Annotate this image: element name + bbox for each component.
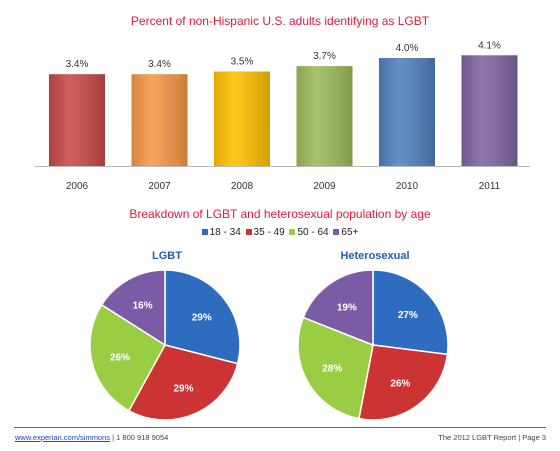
legend-item-35-49: 35 - 49 — [245, 227, 285, 238]
pie-slice-label: 29% — [173, 384, 193, 395]
pie-slice-65+ — [100, 269, 166, 347]
pie-title-lgbt: LGBT — [152, 250, 182, 262]
pie-slice-50-64 — [89, 303, 166, 412]
pie-heterosexual: 27% 26% 28% 19% — [297, 269, 449, 421]
bar-chart: 3.4% 2006 3.4% 2007 3.5% 2008 3.7% 2009 4.0% 2010… — [35, 40, 530, 192]
legend-label: 50 - 64 — [297, 227, 329, 238]
legend-label: 35 - 49 — [253, 227, 285, 238]
bar-value-label: 3.4% — [66, 59, 89, 70]
pie-charts: 29% 29% 26% 16% 27% 26% 28% 19% — [89, 269, 449, 421]
footer-page-info: The 2012 LGBT Report | Page 3 — [438, 433, 546, 442]
pie-chart-title: Breakdown of LGBT and heterosexual popul… — [129, 207, 431, 221]
bar-value-label: 4.1% — [478, 40, 501, 51]
bar-value-label: 3.7% — [313, 51, 336, 62]
pie-slice-label: 26% — [390, 379, 410, 390]
legend-swatch — [333, 229, 340, 235]
bar-shading — [49, 74, 105, 166]
pie-slice-65+ — [302, 269, 374, 347]
pie-slice-label: 16% — [133, 300, 153, 311]
legend-item-18-34: 18 - 34 — [201, 227, 241, 238]
pie-slice-35-49 — [358, 344, 449, 421]
pie-legend: 18 - 34 35 - 49 50 - 64 65+ — [0, 227, 560, 238]
legend-label: 65+ — [341, 227, 359, 238]
pie-slice-label: 27% — [398, 310, 418, 321]
pie-slice-label: 28% — [322, 363, 342, 374]
pie-slice-18-34 — [164, 269, 241, 365]
pie-slice-50-64 — [297, 316, 374, 420]
x-tick-label: 2008 — [231, 181, 254, 192]
bar-shading — [296, 66, 353, 166]
x-tick-label: 2009 — [313, 181, 336, 192]
legend-swatch — [289, 229, 296, 235]
legend-swatch — [245, 229, 252, 235]
x-tick-label: 2010 — [396, 181, 419, 192]
footer-contact: www.experian.com/simmons | 1 800 918 905… — [15, 433, 168, 442]
bar-value-label: 3.5% — [231, 57, 254, 68]
pie-title-heterosexual: Heterosexual — [340, 250, 410, 262]
footer-divider — [14, 427, 546, 428]
bar-shading — [214, 71, 270, 166]
pie-slice-label: 29% — [192, 312, 212, 323]
bar-value-label: 4.0% — [396, 43, 419, 54]
footer-phone: | 1 800 918 9054 — [110, 433, 169, 442]
pie-slice-label: 26% — [110, 353, 130, 364]
legend-label: 18 - 34 — [209, 227, 241, 238]
bar-shading — [461, 55, 518, 166]
legend-swatch — [201, 229, 208, 235]
bar-shading — [379, 58, 435, 166]
legend-item-50-64: 50 - 64 — [289, 227, 329, 238]
x-tick-label: 2006 — [66, 181, 89, 192]
pie-slice-label: 19% — [337, 303, 357, 314]
pie-slice-18-34 — [372, 269, 449, 356]
legend-item-65-plus: 65+ — [333, 227, 358, 238]
bar-chart-title: Percent of non-Hispanic U.S. adults iden… — [130, 14, 430, 28]
footer-link[interactable]: www.experian.com/simmons — [15, 433, 111, 442]
bar-value-label: 3.4% — [148, 59, 171, 70]
x-tick-label: 2011 — [479, 181, 501, 192]
pie-lgbt: 29% 29% 26% 16% — [89, 269, 241, 421]
x-tick-label: 2007 — [148, 181, 171, 192]
pie-slice-35-49 — [127, 344, 239, 421]
bar-shading — [131, 74, 188, 166]
